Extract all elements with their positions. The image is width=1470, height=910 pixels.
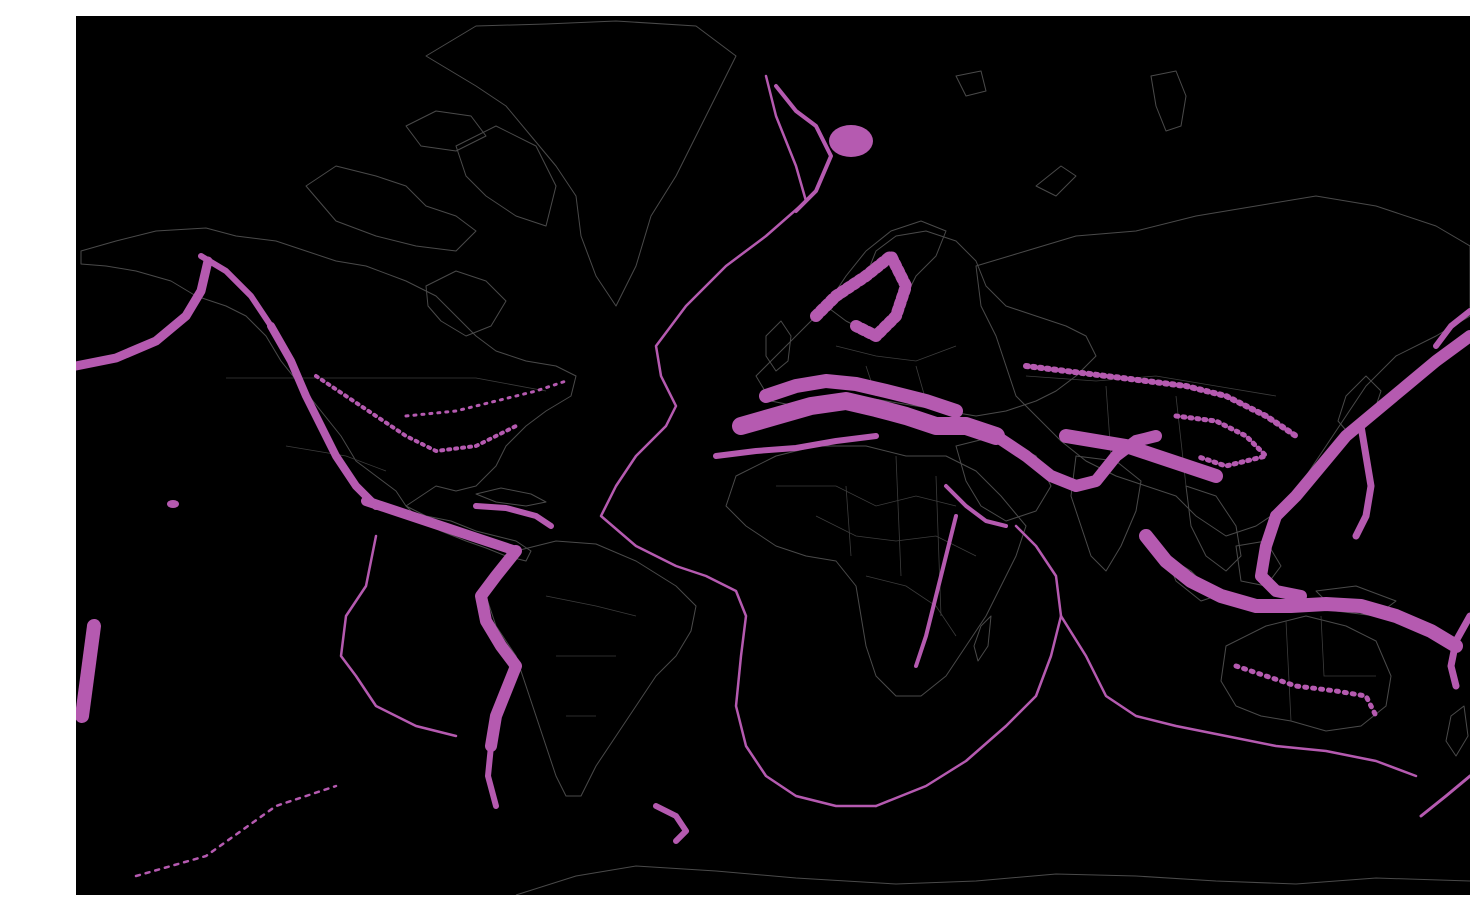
coastlines [80,20,1470,895]
coast-arctic-islands [305,165,477,252]
quake-australia-scatter [1233,663,1379,719]
quake-iceland [829,125,873,157]
quake-se-indian-ridge [1059,614,1418,778]
coast-madagascar [973,615,992,662]
quake-sunda-arc [1139,529,1463,653]
coast-asia [975,195,1470,537]
border-us-mexico [285,445,387,472]
coast-africa [725,445,1027,697]
border-africa-3 [865,575,957,637]
quake-east-africa-rift [914,514,958,668]
coast-scandinavia [825,220,947,332]
quake-tonga-belt [76,619,101,723]
coast-central-america [405,505,532,562]
coast-svalbard [955,70,987,97]
quake-central-asia-scatter [1023,363,1299,439]
quake-aleutian-belt [76,256,213,371]
coast-britain [765,320,792,372]
quake-hawaii [167,500,179,508]
quake-east-us-scatter [404,379,568,418]
quake-scotia-arc [653,803,689,844]
coast-sumatra [1165,555,1217,602]
coast-india [1070,455,1142,572]
border-aus [1285,615,1376,722]
coast-north-america [80,227,577,507]
quake-rockies-scatter [314,374,518,453]
quake-macquarie [1419,774,1470,818]
quake-himalaya-belt [1059,429,1223,483]
quake-north-africa-belt [713,433,879,459]
quake-new-zealand-belt [1447,612,1470,690]
quake-philippines-belt [1255,510,1307,602]
coast-novaya-zemlya [1150,70,1187,132]
coast-antarctica [515,865,1470,895]
coast-hudson-bay [425,270,507,337]
earthquake-layer [76,74,1470,878]
quake-caribbean-belt [473,503,554,529]
coast-cuba [475,487,547,507]
coast-borneo [1235,540,1282,587]
quake-east-pacific-rise [339,534,458,738]
quake-red-sea [944,484,1008,528]
quake-andes-belt [475,545,522,752]
coast-indochina [1185,485,1242,572]
world-map[interactable] [76,16,1470,895]
quake-central-america-belt [361,496,521,556]
coast-franz-josef [1035,165,1077,197]
coast-south-america [485,540,697,797]
quake-kamchatka-belt [1433,308,1470,349]
map-frame[interactable] [76,16,1470,895]
border-us-canada [226,377,547,392]
quake-scandinavia-scatter [810,250,912,342]
border-africa-1 [776,485,957,507]
quake-mid-atlantic-ridge [599,74,878,808]
quake-izu-bonin-belt [1352,422,1375,540]
quake-westcoast-belt [267,322,380,510]
quake-iceland-ridge [774,84,833,213]
border-africa-4 [845,455,942,617]
border-sa-1 [545,595,637,717]
coast-new-zealand [1445,705,1469,757]
quake-china-scatter [1173,413,1269,469]
coast-greenland [425,20,737,307]
quake-alaska-belt [198,253,274,329]
quake-chile-belt [485,743,499,809]
quake-europe-scatter [759,374,963,418]
quake-sw-indian-ridge [874,524,1063,808]
coast-baffin [455,125,557,227]
coast-australia [1220,615,1392,732]
quake-mediterranean-belt [732,392,1005,445]
quake-pacific-antarctic [134,784,338,878]
coast-ellesmere [405,110,487,152]
